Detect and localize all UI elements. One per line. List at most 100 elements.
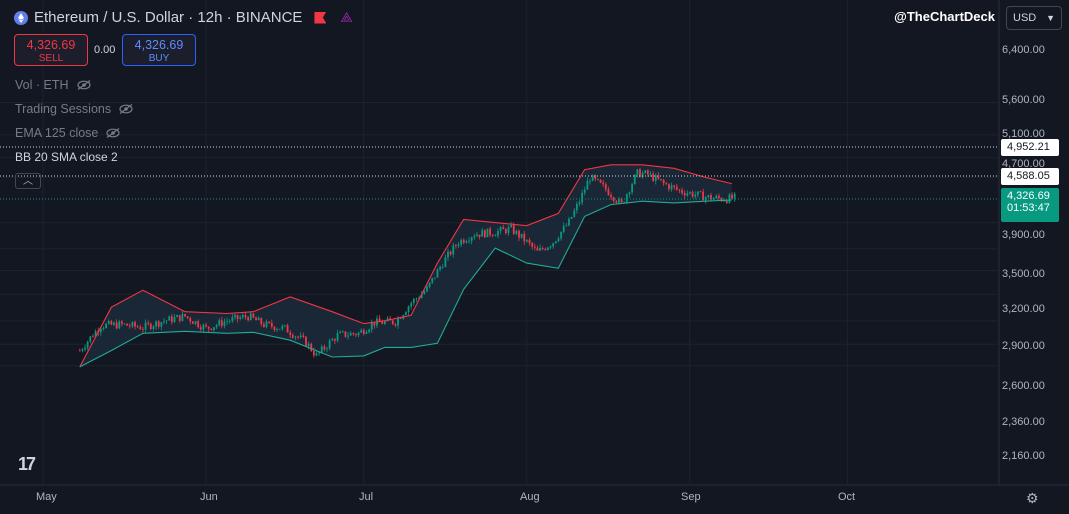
candle-body <box>331 339 334 341</box>
collapse-indicators-button[interactable]: ︿ <box>15 173 41 189</box>
candle-body <box>536 247 539 251</box>
candle-body <box>99 328 102 333</box>
candle-body <box>362 330 365 334</box>
currency-select[interactable]: USD ▼ <box>1006 6 1062 30</box>
candle-body <box>694 194 697 197</box>
candle-body <box>294 336 297 338</box>
candle-body <box>228 320 231 322</box>
eye-hidden-icon[interactable] <box>76 80 91 90</box>
candle-body <box>696 191 699 195</box>
candle-body <box>426 286 428 292</box>
candle-body <box>520 233 523 238</box>
candle-body <box>652 173 655 181</box>
candle-body <box>691 192 694 197</box>
candle-body <box>378 318 381 322</box>
candle-body <box>494 235 497 237</box>
flag-icon[interactable] <box>314 11 327 24</box>
candle-body <box>383 321 386 324</box>
candle-body <box>465 241 468 243</box>
candle-body <box>107 321 110 324</box>
indicator-ema[interactable]: EMA 125 close <box>15 126 120 140</box>
candle-body <box>113 322 115 325</box>
bar-countdown: 01:53:47 <box>1007 202 1050 214</box>
candle-body <box>276 329 278 331</box>
candle-body <box>560 231 562 239</box>
candle-body <box>118 321 121 329</box>
candle-body <box>92 336 94 338</box>
candle-body <box>476 234 478 237</box>
candle-body <box>599 179 602 183</box>
candle-body <box>181 313 184 321</box>
candle-body <box>318 352 321 354</box>
candle-body <box>176 315 179 318</box>
candle-body <box>615 201 618 203</box>
indicator-volume[interactable]: Vol · ETH <box>15 78 91 92</box>
candle-body <box>257 317 260 321</box>
indicator-volume-label: Vol · ETH <box>15 78 69 92</box>
candle-body <box>568 218 570 226</box>
candle-body <box>191 321 194 324</box>
candle-body <box>483 230 486 238</box>
indicator-sessions[interactable]: Trading Sessions <box>15 102 133 116</box>
candle-body <box>394 324 397 326</box>
gear-icon[interactable]: ⚙ <box>1026 490 1039 506</box>
candle-body <box>686 193 689 196</box>
sell-button[interactable]: 4,326.69 SELL <box>14 34 88 66</box>
candle-body <box>370 322 373 330</box>
candle-body <box>712 198 715 200</box>
candle-body <box>665 183 668 185</box>
buy-price: 4,326.69 <box>134 38 184 52</box>
y-tick-label: 3,500.00 <box>1002 268 1045 280</box>
candle-body <box>578 202 581 205</box>
symbol-header[interactable]: Ethereum / U.S. Dollar · 12h · BINANCE ⟁ <box>14 9 353 26</box>
candle-body <box>326 348 328 350</box>
candle-body <box>147 322 150 324</box>
candle-body <box>391 320 394 325</box>
x-tick-label: Aug <box>520 491 540 503</box>
candle-body <box>515 230 518 234</box>
candle-body <box>723 200 726 202</box>
candle-body <box>570 216 573 219</box>
indicator-bb-label[interactable]: BB 20 SMA close 2 <box>15 150 118 164</box>
candle-body <box>457 244 460 246</box>
candle-body <box>499 227 502 231</box>
candle-body <box>289 332 292 336</box>
candle-body <box>554 241 557 244</box>
candle-body <box>199 327 202 330</box>
candle-body <box>134 322 136 327</box>
candle-body <box>541 248 544 249</box>
candle-body <box>236 314 239 320</box>
candle-body <box>155 321 157 327</box>
candle-body <box>573 210 576 217</box>
candle-body <box>399 318 402 319</box>
candle-body <box>733 193 736 199</box>
candle-body <box>263 324 265 327</box>
candle-body <box>683 193 686 196</box>
y-tick-label: 4,700.00 <box>1002 158 1045 170</box>
x-tick-label: Jun <box>200 491 218 503</box>
candle-body <box>207 326 210 329</box>
candle-body <box>710 195 712 200</box>
candle-body <box>94 331 97 337</box>
candle-body <box>489 228 491 235</box>
buy-button[interactable]: 4,326.69 BUY <box>122 34 196 66</box>
candle-body <box>444 257 447 268</box>
eye-hidden-icon[interactable] <box>106 128 120 138</box>
ethereum-icon <box>14 10 28 25</box>
y-tick-label: 3,900.00 <box>1002 229 1045 241</box>
candle-body <box>433 277 436 279</box>
candle-body <box>441 267 444 268</box>
candle-body <box>633 174 636 185</box>
sell-price: 4,326.69 <box>26 38 76 52</box>
candle-body <box>552 243 555 247</box>
candle-body <box>678 189 681 191</box>
eye-hidden-icon[interactable] <box>119 104 133 114</box>
candle-body <box>641 173 644 178</box>
candle-body <box>707 195 710 197</box>
candle-body <box>510 225 513 228</box>
share-icon[interactable]: ⟁ <box>340 9 353 25</box>
candle-body <box>460 239 463 245</box>
candle-body <box>152 326 155 330</box>
candle-body <box>639 169 641 178</box>
